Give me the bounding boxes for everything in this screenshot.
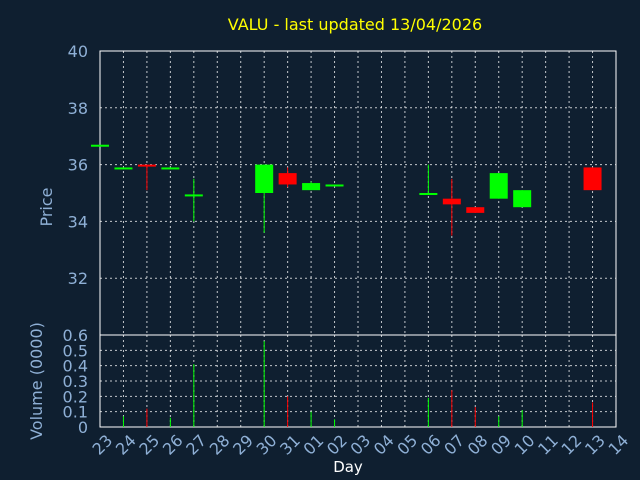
- volume-y-axis-label: Volume (0000): [27, 322, 46, 440]
- price-y-tick-label: 34: [68, 212, 88, 231]
- chart-title: VALU - last updated 13/04/2026: [228, 15, 482, 34]
- candle-body: [466, 207, 485, 213]
- candle-body: [302, 183, 321, 191]
- candle-body: [442, 198, 461, 205]
- price-y-axis-label: Price: [37, 187, 56, 226]
- volume-y-tick-label: 0.3: [63, 372, 88, 391]
- volume-y-tick-label: 0.5: [63, 341, 88, 360]
- candle-body: [583, 167, 602, 191]
- candle-body: [161, 167, 180, 170]
- volume-gridlines: [100, 335, 616, 427]
- volume-y-tick-label: 0.2: [63, 387, 88, 406]
- x-axis-ticks: 2324252627282930310102030405060708091011…: [88, 431, 632, 459]
- x-axis-label: Day: [333, 458, 363, 476]
- price-y-tick-label: 38: [68, 99, 88, 118]
- candle-body: [137, 164, 156, 167]
- price-y-tick-label: 32: [68, 269, 88, 288]
- volume-bars: [122, 341, 594, 427]
- candle-body: [419, 193, 438, 195]
- volume-y-ticks: 00.10.20.30.40.50.6: [63, 326, 88, 437]
- volume-y-tick-label: 0.1: [63, 403, 88, 422]
- volume-y-tick-label: 0: [78, 418, 88, 437]
- candle-body: [184, 194, 203, 197]
- candle-body: [513, 190, 532, 208]
- volume-y-tick-label: 0.4: [63, 357, 88, 376]
- candle-body: [278, 173, 297, 185]
- price-candles: [91, 144, 602, 236]
- candle-body: [325, 184, 344, 187]
- candle-body: [91, 144, 109, 147]
- candle-body: [114, 167, 133, 170]
- price-y-tick-label: 36: [68, 156, 88, 175]
- volume-panel: 00.10.20.30.40.50.6 Volume (0000): [27, 322, 617, 440]
- price-y-ticks: 32 34 36 38 40: [68, 42, 88, 288]
- candle-body: [489, 173, 508, 199]
- price-panel: 32 34 36 38 40 Price: [37, 42, 617, 336]
- candle-body: [255, 164, 274, 193]
- price-y-tick-label: 40: [68, 42, 88, 61]
- volume-y-tick-label: 0.6: [63, 326, 88, 345]
